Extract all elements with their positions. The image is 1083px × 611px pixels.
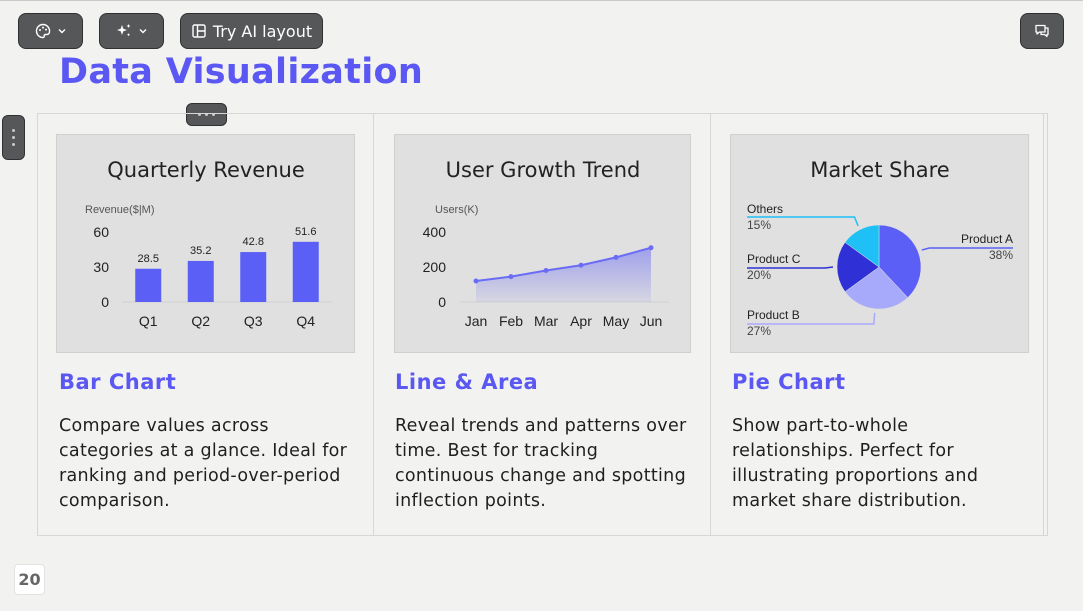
data-point xyxy=(473,278,479,284)
window-top-border xyxy=(0,0,1083,1)
y-tick-label: 60 xyxy=(93,224,109,240)
cards-grid xyxy=(37,113,1048,536)
palette-icon xyxy=(35,23,51,39)
card-heading: Line & Area xyxy=(395,370,539,394)
pie-slice xyxy=(844,266,909,310)
pie-slice xyxy=(836,241,880,293)
line-area-chart: User Growth Trend Users(K) 0 200 400 Jan Feb… xyxy=(423,158,669,329)
y-axis-label: Revenue($|M) xyxy=(85,204,155,216)
leader-line xyxy=(921,247,1013,251)
comments-icon xyxy=(1034,23,1050,39)
pie-slice xyxy=(844,224,880,268)
card-heading: Bar Chart xyxy=(59,370,177,394)
bar xyxy=(240,252,267,302)
chart-title: User Growth Trend xyxy=(446,158,641,182)
chart-title: Market Share xyxy=(810,158,949,182)
leader-line xyxy=(747,312,876,325)
line-chart-card: User Growth Trend Users(K) 0 200 400 Jan Feb… xyxy=(394,134,691,353)
slice-label: Others xyxy=(747,202,783,216)
drag-handle-horizontal[interactable] xyxy=(186,103,227,126)
x-tick-label: Feb xyxy=(499,313,523,329)
card-description: Show part-to-whole relationships. Perfec… xyxy=(732,416,979,511)
drag-handle-vertical[interactable] xyxy=(2,115,25,160)
series-line xyxy=(475,246,652,282)
page-number: 20 xyxy=(14,564,45,595)
y-tick-label: 0 xyxy=(101,294,109,310)
data-point xyxy=(508,274,514,280)
chevron-down-icon xyxy=(57,26,67,36)
data-label: 35.2 xyxy=(190,245,211,257)
comments-button[interactable] xyxy=(1020,13,1064,49)
card-description: Compare values across categories at a gl… xyxy=(59,416,348,511)
area-fill xyxy=(476,247,651,302)
pie-chart: Market Share Product A 38% Product B 27% Pro… xyxy=(747,158,1013,338)
data-label: 28.5 xyxy=(138,253,159,265)
bar-chart: Quarterly Revenue Revenue($|M) 0 30 60 28.5… xyxy=(85,158,332,329)
x-tick-label: Mar xyxy=(534,313,558,329)
x-tick-label: Q2 xyxy=(191,313,210,329)
try-ai-layout-button[interactable]: Try AI layout xyxy=(180,13,323,49)
data-label: 42.8 xyxy=(243,236,264,248)
chevron-down-icon xyxy=(138,26,148,36)
x-tick-label: Jun xyxy=(640,313,663,329)
y-tick-label: 400 xyxy=(423,224,447,240)
column-divider xyxy=(710,114,711,535)
x-tick-label: Q3 xyxy=(244,313,263,329)
slice-label: Product B xyxy=(747,308,800,322)
x-tick-label: Q1 xyxy=(139,313,158,329)
x-tick-label: Q4 xyxy=(296,313,315,329)
slice-percent: 15% xyxy=(747,218,771,232)
x-tick-label: Apr xyxy=(570,313,592,329)
slice-label: Product A xyxy=(961,232,1013,246)
data-point xyxy=(543,268,549,273)
x-tick-label: May xyxy=(603,313,629,329)
slice-percent: 20% xyxy=(747,268,771,282)
y-axis-label: Users(K) xyxy=(435,204,478,216)
y-tick-label: 30 xyxy=(93,259,109,275)
ai-menu-button[interactable] xyxy=(99,13,164,49)
bar xyxy=(187,260,214,302)
column-divider xyxy=(373,114,374,535)
bar xyxy=(135,268,162,302)
data-point xyxy=(648,245,654,251)
sparkles-icon xyxy=(116,23,132,39)
y-tick-label: 200 xyxy=(423,259,447,275)
slice-percent: 27% xyxy=(747,324,771,338)
bar-chart-card: Quarterly Revenue Revenue($|M) 0 30 60 28.5… xyxy=(56,134,355,353)
try-ai-layout-label: Try AI layout xyxy=(212,21,313,41)
layout-icon xyxy=(191,23,207,39)
pie-chart-card: Market Share Product A 38% Product B 27% Pro… xyxy=(730,134,1029,353)
card-description: Reveal trends and patterns over time. Be… xyxy=(395,416,687,511)
pie-slice xyxy=(878,224,922,298)
data-label: 51.6 xyxy=(295,226,316,238)
card-heading: Pie Chart xyxy=(732,370,846,394)
leader-line xyxy=(747,266,834,269)
leader-line xyxy=(747,216,859,227)
slice-label: Product C xyxy=(747,252,801,266)
x-tick-label: Jan xyxy=(465,313,488,329)
bar xyxy=(292,241,319,302)
slide-title: Data Visualization xyxy=(59,52,424,92)
column-divider xyxy=(1043,114,1044,535)
chart-title: Quarterly Revenue xyxy=(107,158,305,182)
slice-percent: 38% xyxy=(989,248,1013,262)
theme-menu-button[interactable] xyxy=(18,13,83,49)
data-point xyxy=(578,262,584,268)
y-tick-label: 0 xyxy=(438,294,446,310)
data-point xyxy=(613,254,619,260)
